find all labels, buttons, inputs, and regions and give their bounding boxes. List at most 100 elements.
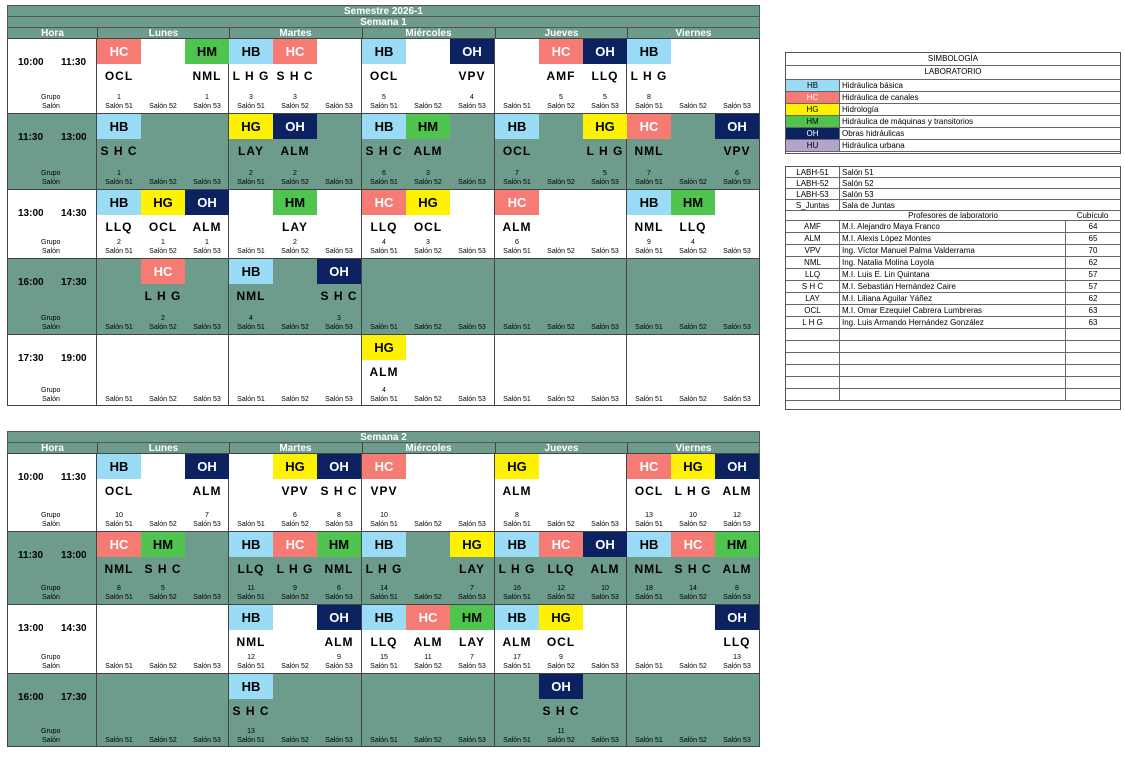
- lab-hb-badge[interactable]: HB: [362, 114, 406, 139]
- column-divider: [228, 190, 229, 258]
- lab-hc-badge[interactable]: HC: [273, 532, 317, 557]
- lab-hb-badge[interactable]: HB: [229, 532, 273, 557]
- lab-hb-badge[interactable]: HB: [229, 39, 273, 64]
- lab-hm-badge[interactable]: HM: [715, 532, 759, 557]
- lab-hc-badge[interactable]: HC: [362, 454, 406, 479]
- lab-hc-badge[interactable]: HC: [273, 39, 317, 64]
- professor-code: NML: [192, 69, 222, 83]
- lab-oh-badge[interactable]: OH: [583, 39, 627, 64]
- salon-cell-label: Salón 52: [414, 324, 442, 331]
- lab-hc-badge[interactable]: HC: [627, 454, 671, 479]
- lab-hb-badge[interactable]: HB: [627, 532, 671, 557]
- professor-code: LLQ: [786, 269, 840, 280]
- lab-hg-badge[interactable]: HG: [539, 605, 583, 630]
- salon-cell-label: Salón 52: [547, 594, 575, 601]
- salon-cell-label: Salón 53: [723, 103, 751, 110]
- lab-hb-badge[interactable]: HB: [97, 454, 141, 479]
- lab-oh-badge[interactable]: OH: [317, 454, 361, 479]
- lab-hc-badge[interactable]: HC: [495, 190, 539, 215]
- salon-cell-label: Salón 51: [503, 103, 531, 110]
- lab-hb-badge[interactable]: HB: [229, 259, 273, 284]
- lab-hm-badge[interactable]: HM: [450, 605, 494, 630]
- lab-hm-badge[interactable]: HM: [317, 532, 361, 557]
- lab-hg-badge[interactable]: HG: [141, 190, 185, 215]
- salon-cell-label: Salón 53: [325, 521, 353, 528]
- legend-panel: SIMBOLOGÍA LABORATORIO HB Hidráulica básica…: [785, 52, 1121, 154]
- lab-hb-badge[interactable]: HB: [495, 114, 539, 139]
- lab-hc-badge[interactable]: HC: [362, 190, 406, 215]
- professor-code: OCL: [413, 220, 443, 234]
- lab-hm-badge[interactable]: HM: [273, 190, 317, 215]
- legend-code: HC: [786, 92, 840, 103]
- salon-cell-label: Salón 52: [281, 324, 309, 331]
- salon-cell-label: Salón 52: [547, 396, 575, 403]
- lab-oh-badge[interactable]: OH: [317, 259, 361, 284]
- lab-oh-badge[interactable]: OH: [450, 39, 494, 64]
- lab-hc-badge[interactable]: HC: [406, 605, 450, 630]
- salon-label: Salón: [42, 396, 60, 403]
- lab-hm-badge[interactable]: HM: [141, 532, 185, 557]
- day-header-row: Hora Lunes Martes Miércoles Jueves Viernes: [7, 27, 760, 39]
- salon-cell-label: Salón 51: [237, 103, 265, 110]
- lab-hm-badge[interactable]: HM: [671, 190, 715, 215]
- lab-oh-badge[interactable]: OH: [583, 532, 627, 557]
- lab-hb-badge[interactable]: HB: [495, 532, 539, 557]
- group-number: 1: [205, 94, 209, 101]
- lab-hg-badge[interactable]: HG: [362, 335, 406, 360]
- lab-hg-badge[interactable]: HG: [450, 532, 494, 557]
- lab-hc-badge[interactable]: HC: [539, 532, 583, 557]
- lab-hb-badge[interactable]: HB: [362, 605, 406, 630]
- lab-hc-badge[interactable]: HC: [97, 39, 141, 64]
- column-divider: [361, 532, 362, 604]
- time-range: 13:00 14:30: [8, 208, 98, 220]
- lab-hb-badge[interactable]: HB: [97, 114, 141, 139]
- salon-cell-label: Salón 53: [723, 248, 751, 255]
- group-number: 11: [424, 654, 432, 661]
- professor-code: VPV: [786, 245, 840, 256]
- lab-hc-badge[interactable]: HC: [539, 39, 583, 64]
- lab-hg-badge[interactable]: HG: [229, 114, 273, 139]
- group-number: 1: [205, 239, 209, 246]
- professor-code: S H C: [320, 289, 358, 303]
- salon-cell-label: Salón 51: [237, 521, 265, 528]
- lab-hc-badge[interactable]: HC: [671, 532, 715, 557]
- professor-code: ALM: [722, 562, 752, 576]
- lab-hg-badge[interactable]: HG: [273, 454, 317, 479]
- professor-code: S H C: [674, 562, 712, 576]
- lab-hg-badge[interactable]: HG: [406, 190, 450, 215]
- lab-hg-badge[interactable]: HG: [495, 454, 539, 479]
- lab-oh-badge[interactable]: OH: [715, 605, 759, 630]
- lab-hb-badge[interactable]: HB: [362, 532, 406, 557]
- lab-oh-badge[interactable]: OH: [273, 114, 317, 139]
- lab-hb-badge[interactable]: HB: [97, 190, 141, 215]
- professor-row: NML Ing. Natalia Molina Loyola 62: [786, 257, 1120, 269]
- salon-cell-label: Salón 52: [679, 663, 707, 670]
- lab-oh-badge[interactable]: OH: [715, 114, 759, 139]
- lab-hb-badge[interactable]: HB: [627, 190, 671, 215]
- column-divider: [228, 674, 229, 746]
- lab-hc-badge[interactable]: HC: [97, 532, 141, 557]
- lab-hg-badge[interactable]: HG: [583, 114, 627, 139]
- lab-hm-badge[interactable]: HM: [185, 39, 229, 64]
- lab-hg-badge[interactable]: HG: [671, 454, 715, 479]
- lab-hb-badge[interactable]: HB: [362, 39, 406, 64]
- lab-oh-badge[interactable]: OH: [185, 190, 229, 215]
- lab-hc-badge[interactable]: HC: [627, 114, 671, 139]
- lab-hb-badge[interactable]: HB: [627, 39, 671, 64]
- column-divider: [626, 259, 627, 334]
- lab-hb-badge[interactable]: HB: [229, 674, 273, 699]
- lab-oh-badge[interactable]: OH: [715, 454, 759, 479]
- column-divider: [96, 114, 97, 189]
- salon-cell-label: Salón 51: [105, 737, 133, 744]
- lab-hb-badge[interactable]: HB: [495, 605, 539, 630]
- lab-oh-badge[interactable]: OH: [539, 674, 583, 699]
- lab-hm-badge[interactable]: HM: [406, 114, 450, 139]
- salon-cell-label: Salón 51: [503, 663, 531, 670]
- column-divider: [626, 605, 627, 673]
- lab-oh-badge[interactable]: OH: [185, 454, 229, 479]
- group-number: 4: [470, 94, 474, 101]
- lab-hc-badge[interactable]: HC: [141, 259, 185, 284]
- lab-oh-badge[interactable]: OH: [317, 605, 361, 630]
- lab-hb-badge[interactable]: HB: [229, 605, 273, 630]
- salon-cell-label: Salón 53: [325, 179, 353, 186]
